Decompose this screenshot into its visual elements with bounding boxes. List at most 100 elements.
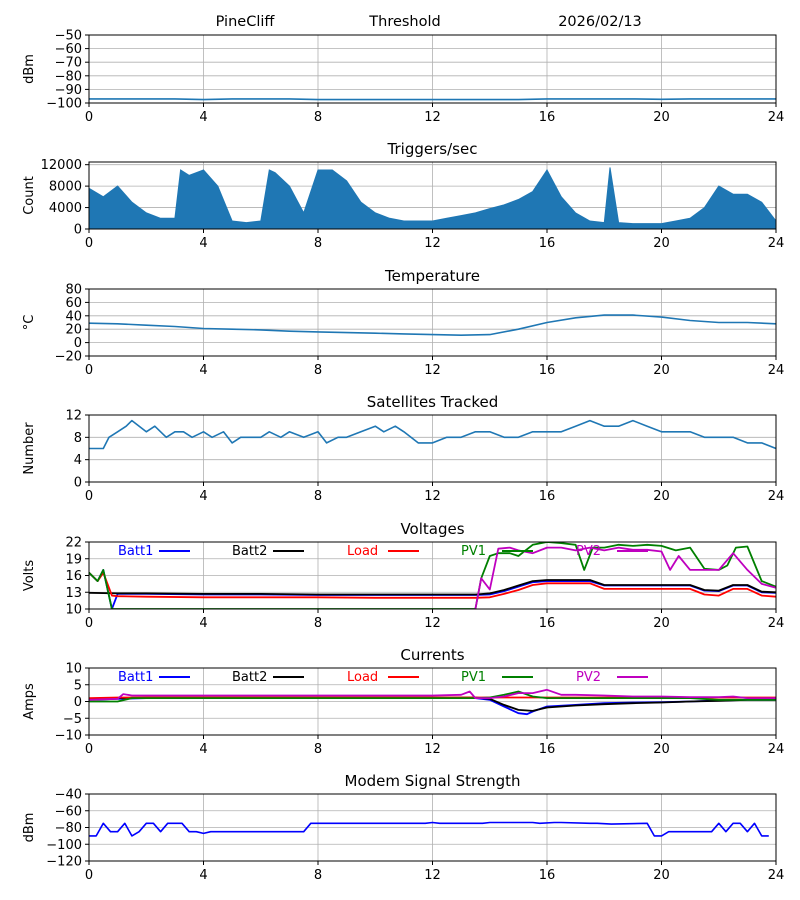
y-tick-label: 10 xyxy=(65,662,82,677)
x-tick-label: 20 xyxy=(653,868,670,883)
x-tick-label: 16 xyxy=(539,742,556,757)
x-tick-label: 12 xyxy=(424,616,441,631)
x-tick-label: 8 xyxy=(314,110,322,125)
panel-title: Currents xyxy=(400,646,464,664)
x-tick-label: 4 xyxy=(199,236,207,251)
y-tick-label: 80 xyxy=(65,283,82,298)
legend-label: Batt1 xyxy=(118,670,153,685)
series-pv1 xyxy=(89,690,776,703)
x-tick-label: 8 xyxy=(314,236,322,251)
y-tick-label: −20 xyxy=(55,350,82,365)
x-tick-label: 8 xyxy=(314,489,322,504)
y-tick-label: −50 xyxy=(55,29,82,44)
y-tick-label: 40 xyxy=(65,309,82,324)
x-tick-label: 0 xyxy=(85,110,93,125)
y-tick-label: 8 xyxy=(74,431,82,446)
panel-1: 0 4 8 12 16 20 24 −100−90−80−70−60−50 dBm xyxy=(22,29,784,126)
legend-label: Load xyxy=(347,544,378,559)
series-line xyxy=(89,98,776,101)
series-batt2 xyxy=(89,579,776,596)
legend-label: PV2 xyxy=(576,544,601,559)
x-tick-label: 4 xyxy=(199,110,207,125)
y-tick-label: 0 xyxy=(74,223,82,238)
y-tick-label: 60 xyxy=(65,296,82,311)
legend-label: Batt2 xyxy=(232,670,267,685)
series-pv2 xyxy=(474,546,776,609)
y-axis-label: Amps xyxy=(22,683,37,720)
y-axis-label: Number xyxy=(22,422,37,475)
x-tick-label: 20 xyxy=(653,489,670,504)
y-tick-label: 12 xyxy=(65,409,82,424)
x-tick-label: 20 xyxy=(653,742,670,757)
series-line xyxy=(89,314,776,336)
x-tick-label: 20 xyxy=(653,236,670,251)
x-tick-label: 16 xyxy=(539,110,556,125)
x-tick-label: 4 xyxy=(199,489,207,504)
x-tick-label: 24 xyxy=(768,110,785,125)
x-tick-label: 24 xyxy=(768,616,785,631)
y-tick-label: −90 xyxy=(55,83,82,98)
y-axis-label: dBm xyxy=(22,54,37,84)
panel-title: Temperature xyxy=(384,267,480,285)
legend-label: Batt1 xyxy=(118,544,153,559)
legend-label: PV2 xyxy=(576,670,601,685)
series-area xyxy=(89,167,776,229)
panel-4: 0 4 8 12 16 20 24 0 4 8 12 Satellites Tracked Number xyxy=(22,393,784,504)
legend-label: Batt2 xyxy=(232,544,267,559)
series-line xyxy=(89,821,769,837)
x-tick-label: 0 xyxy=(85,489,93,504)
y-tick-label: −40 xyxy=(55,788,82,803)
header-mode: Threshold xyxy=(368,14,440,30)
y-tick-label: 4000 xyxy=(49,201,82,216)
x-tick-label: 4 xyxy=(199,742,207,757)
x-tick-label: 24 xyxy=(768,363,785,378)
y-tick-label: 5 xyxy=(74,678,82,693)
y-tick-label: 20 xyxy=(65,323,82,338)
y-axis-label: °C xyxy=(22,315,37,331)
panel-title: Modem Signal Strength xyxy=(345,772,521,790)
y-tick-label: −100 xyxy=(46,97,82,112)
y-axis-label: Count xyxy=(22,176,37,215)
x-tick-label: 8 xyxy=(314,616,322,631)
x-tick-label: 0 xyxy=(85,363,93,378)
header-date: 2026/02/13 xyxy=(558,14,642,30)
y-tick-label: 0 xyxy=(74,476,82,491)
x-tick-label: 0 xyxy=(85,236,93,251)
panel-title: Voltages xyxy=(400,520,464,538)
y-axis-label: Volts xyxy=(22,560,37,592)
x-tick-label: 16 xyxy=(539,489,556,504)
y-tick-label: 0 xyxy=(74,336,82,351)
x-tick-label: 0 xyxy=(85,868,93,883)
x-tick-label: 12 xyxy=(424,110,441,125)
panel-7: 0 4 8 12 16 20 24 −120 −100 −80 −60−40 Modem Signal… xyxy=(22,772,784,883)
x-tick-label: 16 xyxy=(539,868,556,883)
header-station: PineCliff xyxy=(216,14,276,30)
y-tick-label: −70 xyxy=(55,56,82,71)
y-tick-label: 12000 xyxy=(41,158,82,173)
y-tick-label: 19 xyxy=(65,552,82,567)
legend-label: PV1 xyxy=(461,544,486,559)
y-tick-label: 13 xyxy=(65,586,82,601)
y-tick-label: 0 xyxy=(74,695,82,710)
x-tick-label: 4 xyxy=(199,868,207,883)
x-tick-label: 24 xyxy=(768,236,785,251)
x-tick-label: 0 xyxy=(85,742,93,757)
y-tick-label: 4 xyxy=(74,453,82,468)
x-tick-label: 16 xyxy=(539,616,556,631)
y-tick-label: −80 xyxy=(55,821,82,836)
legend-label: PV1 xyxy=(461,670,486,685)
y-tick-label: 16 xyxy=(65,569,82,584)
panel-5: Batt1 Batt2 Load PV1 PV2 0 4 8 12 16 20 24 10 13 16 192… xyxy=(22,520,784,631)
panel-title: Satellites Tracked xyxy=(367,393,498,411)
x-tick-label: 16 xyxy=(539,236,556,251)
x-tick-label: 4 xyxy=(199,363,207,378)
y-tick-label: −120 xyxy=(46,855,82,870)
x-tick-label: 8 xyxy=(314,363,322,378)
x-tick-label: 12 xyxy=(424,868,441,883)
series-line xyxy=(89,419,776,450)
y-tick-label: −5 xyxy=(63,712,82,727)
y-tick-label: −100 xyxy=(46,838,82,853)
